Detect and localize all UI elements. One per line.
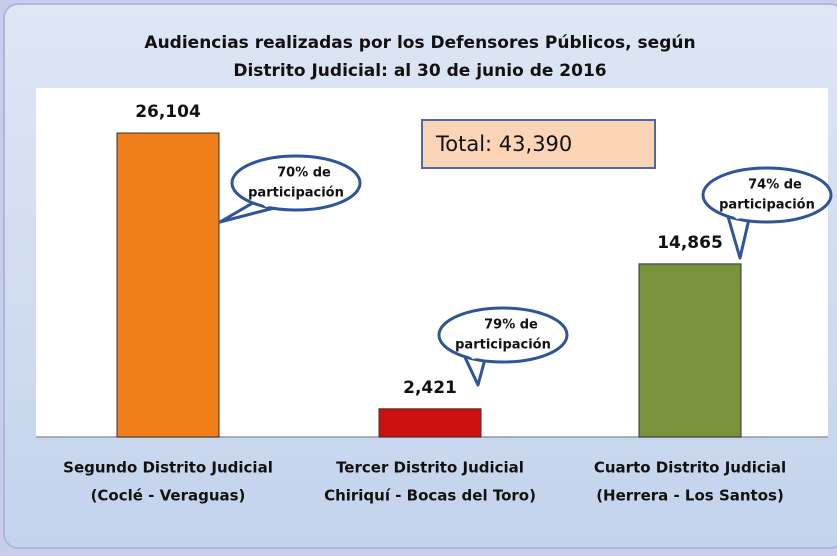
value-label: 14,865	[657, 233, 723, 253]
callout-fill	[254, 198, 280, 207]
total-label: Total: 43,390	[435, 132, 572, 156]
x-tick-label: Tercer Distrito Judicial	[336, 459, 524, 477]
x-tick-label: (Coclé - Veraguas)	[91, 487, 246, 505]
chart-title: Audiencias realizadas por los Defensores…	[144, 33, 695, 53]
callout	[230, 154, 362, 212]
bar	[116, 132, 220, 438]
value-label: 26,104	[135, 102, 201, 122]
callout	[437, 306, 569, 364]
x-tick-label: (Herrera - Los Santos)	[596, 487, 784, 505]
chart-title: Distrito Judicial: al 30 de junio de 201…	[233, 61, 606, 81]
bar	[378, 408, 482, 438]
callout-fill	[725, 210, 751, 219]
annotation: 79% de	[484, 318, 538, 333]
callout-fill	[461, 350, 487, 359]
value-label: 2,421	[403, 378, 457, 398]
annotation: 74% de	[748, 178, 802, 193]
annotation: participación	[455, 338, 551, 353]
x-tick-label: Cuarto Distrito Judicial	[594, 459, 786, 477]
bar	[638, 263, 742, 438]
callout	[701, 166, 833, 224]
x-tick-label: Segundo Distrito Judicial	[63, 459, 273, 477]
total-box	[421, 119, 656, 169]
annotation: participación	[248, 186, 344, 201]
x-tick-label: Chiriquí - Bocas del Toro)	[324, 487, 536, 505]
annotation: participación	[719, 198, 815, 213]
annotation: 70% de	[277, 166, 331, 181]
